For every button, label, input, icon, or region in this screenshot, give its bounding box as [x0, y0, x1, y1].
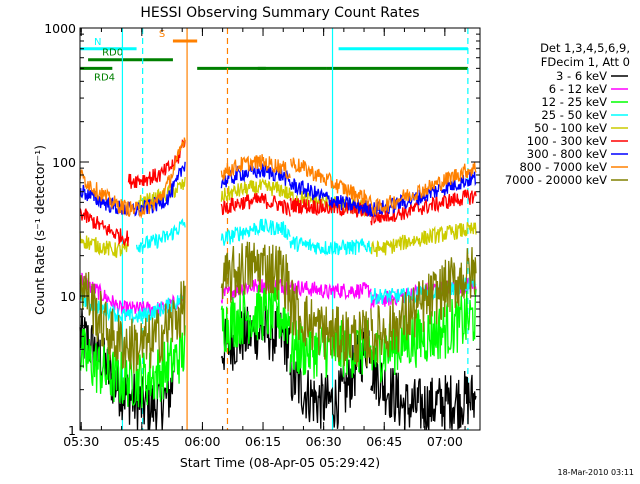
legend-label: 100 - 300 keV [527, 134, 607, 148]
x-tick-label: 06:30 [306, 434, 342, 449]
flag-label-s: S [159, 29, 165, 40]
legend-label: 12 - 25 keV [541, 95, 607, 109]
series-line-300-800-kev [220, 163, 291, 189]
series-line-3-6-kev [289, 327, 372, 429]
y-axis-label: Count Rate (s⁻¹ detector⁻¹) [32, 145, 47, 315]
y-tick-label: 100 [52, 155, 76, 170]
legend-header-line-2: FDecim 1, Att 0 [541, 55, 630, 69]
legend-header-line-1: Det 1,3,4,5,6,9, [540, 41, 630, 55]
legend: Det 1,3,4,5,6,9, FDecim 1, Att 0 3 - 6 k… [505, 41, 630, 187]
footer-date: 18-Mar-2010 03:11 [558, 468, 635, 477]
series-line-12-25-kev [220, 284, 291, 354]
legend-label: 300 - 800 keV [527, 147, 607, 161]
series-line-7000-20000-kev [370, 247, 477, 364]
series-line-50-100-kev [370, 222, 477, 257]
series-line-300-800-kev [289, 178, 372, 218]
x-tick-label: 05:45 [124, 434, 160, 449]
axes-group: 05:30 05:45 06:00 06:15 06:30 06:45 07:00 1 10 10… [44, 21, 480, 449]
y-tick-label: 10 [60, 289, 76, 304]
legend-label: 25 - 50 keV [541, 108, 607, 122]
plot-frame [79, 27, 481, 431]
series-line-100-300-kev [220, 192, 291, 217]
series-line-25-50-kev [135, 218, 186, 253]
x-axis-label: Start Time (08-Apr-05 05:29:42) [180, 455, 380, 470]
flag-label-n: N [94, 37, 101, 48]
series-group [79, 137, 477, 431]
x-tick-label: 05:30 [63, 434, 99, 449]
chart-title: HESSI Observing Summary Count Rates [140, 5, 419, 21]
x-tick-label: 06:00 [184, 434, 220, 449]
flag-bars: N S RD0 RD4 [80, 29, 468, 83]
series-line-25-50-kev [220, 218, 291, 246]
series-line-800-7000-kev [290, 157, 372, 206]
series-line-100-300-kev [79, 208, 130, 247]
x-tick-label: 06:45 [366, 434, 402, 449]
legend-label: 50 - 100 keV [534, 121, 607, 135]
legend-label: 6 - 12 keV [549, 82, 607, 96]
x-tick-label: 07:00 [427, 434, 463, 449]
y-tick-label: 1000 [44, 21, 76, 36]
series-line-800-7000-kev [220, 154, 291, 181]
x-tick-label: 06:15 [245, 434, 281, 449]
series-line-50-100-kev [220, 177, 291, 202]
series-line-50-100-kev [79, 231, 130, 259]
series-line-800-7000-kev [79, 137, 186, 220]
series-line-3-6-kev [370, 347, 477, 431]
series-line-7000-20000-kev [289, 279, 372, 367]
flag-label-rd4: RD4 [94, 72, 115, 83]
flag-label-rd0: RD0 [102, 48, 123, 59]
series-line-12-25-kev [79, 325, 186, 409]
series-line-100-300-kev [370, 189, 477, 226]
series-line-6-12-kev [329, 282, 372, 301]
series-line-25-50-kev [289, 236, 372, 257]
legend-label: 3 - 6 keV [556, 69, 607, 83]
legend-label: 7000 - 20000 keV [505, 173, 607, 187]
series-line-800-7000-kev [370, 162, 477, 217]
series-line-7000-20000-kev [220, 241, 291, 312]
y-tick-label: 1 [68, 423, 76, 438]
legend-label: 800 - 7000 keV [519, 160, 607, 174]
series-line-7000-20000-kev [79, 271, 186, 374]
